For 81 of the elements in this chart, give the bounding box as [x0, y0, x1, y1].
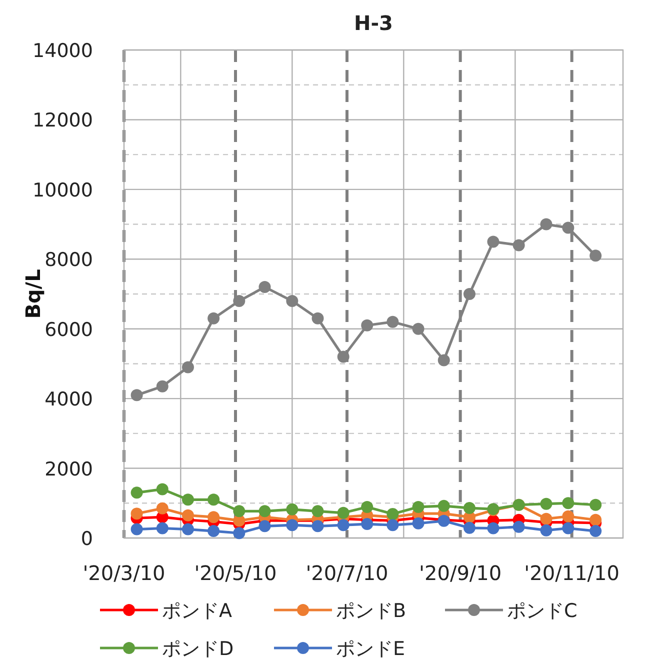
- point: [386, 316, 399, 328]
- point: [286, 519, 298, 532]
- point: [286, 503, 298, 516]
- point: [361, 518, 374, 530]
- point: [233, 527, 246, 540]
- y-tick-label: 4000: [44, 388, 93, 411]
- point: [312, 312, 324, 324]
- point: [412, 322, 424, 335]
- point: [156, 502, 168, 514]
- x-tick-label: '20/5/10: [194, 561, 277, 585]
- point: [412, 517, 424, 530]
- point: [233, 505, 246, 518]
- point: [590, 514, 602, 526]
- point: [182, 361, 194, 374]
- legend-label: ポンドC: [507, 600, 578, 622]
- y-tick-label: 14000: [32, 40, 93, 62]
- point: [208, 525, 220, 538]
- point: [590, 525, 602, 538]
- point: [208, 511, 220, 524]
- point: [130, 523, 143, 536]
- point: [562, 510, 574, 522]
- point: [361, 500, 374, 513]
- point: [540, 498, 552, 510]
- point: [337, 350, 350, 363]
- point: [438, 500, 450, 512]
- point: [258, 520, 271, 532]
- point: [130, 486, 143, 499]
- point: [487, 236, 500, 248]
- point: [590, 498, 602, 511]
- point: [562, 497, 574, 510]
- point: [562, 222, 574, 234]
- y-tick-label: 8000: [44, 249, 93, 272]
- point: [463, 522, 476, 534]
- point: [156, 522, 168, 534]
- point: [512, 239, 525, 252]
- point: [156, 483, 168, 496]
- point: [590, 250, 602, 262]
- x-tick-label: '20/9/10: [419, 561, 502, 585]
- point: [208, 312, 220, 324]
- point: [286, 294, 298, 307]
- y-tick-label: 0: [80, 528, 93, 550]
- point: [412, 500, 424, 513]
- legend-label: ポンドA: [162, 600, 232, 622]
- point: [208, 494, 220, 506]
- y-axis-title: Bq/L: [21, 268, 45, 319]
- point: [182, 494, 194, 506]
- point: [312, 520, 324, 532]
- point: [540, 218, 552, 230]
- y-tick-label: 2000: [44, 458, 93, 480]
- point: [182, 509, 194, 522]
- point: [337, 519, 350, 532]
- point: [512, 520, 525, 533]
- y-tick-label: 6000: [44, 318, 93, 341]
- point: [182, 523, 194, 536]
- point: [463, 288, 476, 300]
- point: [562, 522, 574, 534]
- x-tick-label: '20/7/10: [306, 561, 388, 585]
- point: [540, 524, 552, 536]
- y-tick-label: 12000: [32, 110, 93, 132]
- legend-label: ポンドB: [336, 600, 406, 622]
- x-tick-label: '20/11/10: [524, 561, 620, 585]
- point: [386, 508, 399, 520]
- point: [258, 505, 271, 518]
- legend-label: ポンドE: [336, 638, 406, 658]
- point: [233, 294, 246, 307]
- point: [361, 319, 374, 332]
- point: [463, 502, 476, 514]
- y-tick-label: 10000: [32, 179, 93, 202]
- point: [438, 354, 450, 366]
- point: [337, 506, 350, 519]
- x-tick-label: '20/3/10: [82, 561, 166, 585]
- point: [130, 508, 143, 520]
- legend-label: ポンドD: [162, 638, 234, 658]
- point: [540, 512, 552, 525]
- point: [312, 505, 324, 518]
- point: [258, 281, 271, 294]
- point: [487, 522, 500, 534]
- point: [156, 380, 168, 392]
- point: [130, 389, 143, 402]
- point: [386, 519, 399, 532]
- chart-title: H-3: [354, 11, 393, 35]
